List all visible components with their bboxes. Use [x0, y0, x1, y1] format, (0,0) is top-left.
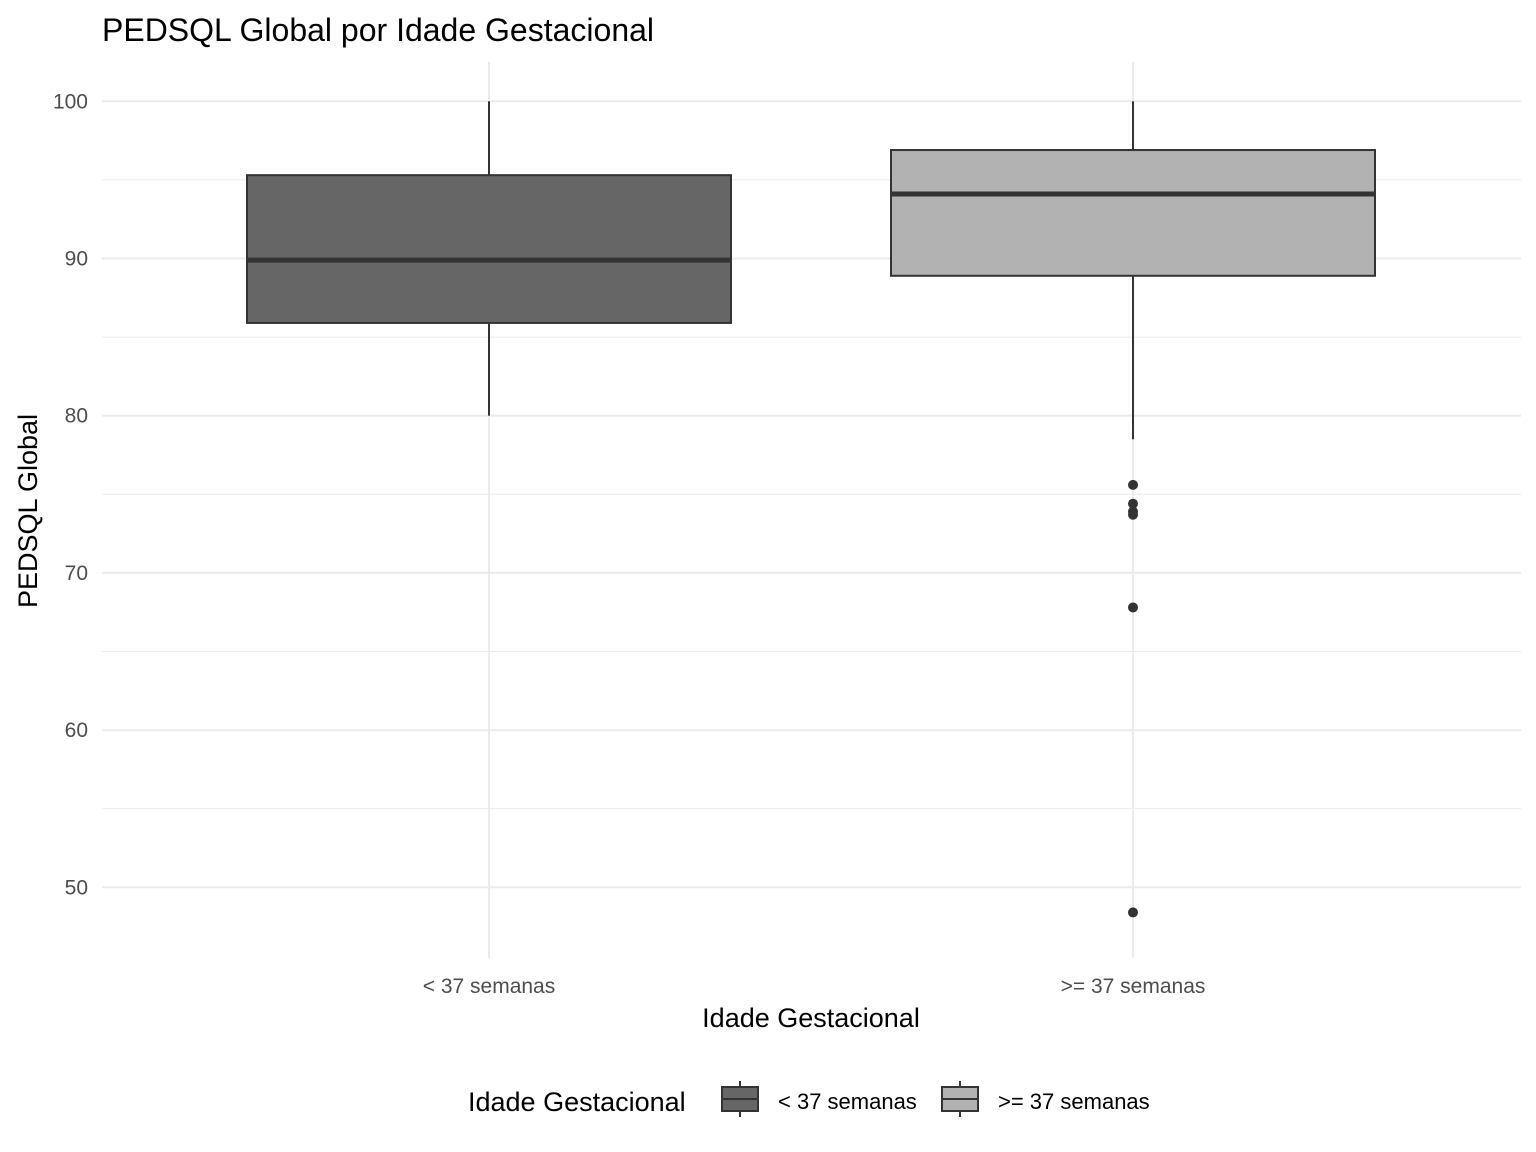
x-axis-title: Idade Gestacional: [702, 1003, 920, 1033]
x-axis-ticks: < 37 semanas >= 37 semanas: [423, 975, 1206, 998]
boxes: [246, 101, 1376, 918]
y-tick-label: 50: [65, 876, 88, 899]
y-tick-label: 60: [65, 719, 88, 742]
y-tick-label: 90: [65, 247, 88, 270]
outlier-point: [1128, 907, 1138, 918]
legend-entry-label: < 37 semanas: [778, 1089, 917, 1114]
legend-title: Idade Gestacional: [468, 1087, 686, 1117]
box-iqr: [246, 174, 732, 324]
y-tick-label: 70: [65, 562, 88, 585]
y-axis-ticks: 50 60 70 80 90 100: [53, 90, 88, 899]
y-tick-label: 80: [65, 405, 88, 428]
legend-entry-label: >= 37 semanas: [998, 1089, 1150, 1114]
box-iqr: [890, 149, 1376, 277]
outlier-point: [1128, 498, 1138, 509]
y-tick-label: 100: [53, 90, 88, 113]
legend-keys: < 37 semanas >= 37 semanas: [721, 1081, 1150, 1117]
legend-key: >= 37 semanas: [941, 1081, 1150, 1117]
chart-title: PEDSQL Global por Idade Gestacional: [102, 12, 654, 48]
legend-key: < 37 semanas: [721, 1081, 917, 1117]
legend: Idade Gestacional < 37 semanas >= 37 sema…: [468, 1081, 1150, 1117]
x-tick-label: < 37 semanas: [423, 975, 556, 998]
box-group: [890, 101, 1376, 918]
y-axis-title: PEDSQL Global: [13, 414, 43, 608]
box-group: [246, 101, 732, 416]
outlier-point: [1128, 479, 1138, 490]
x-tick-label: >= 37 semanas: [1061, 975, 1206, 998]
outlier-point: [1128, 509, 1138, 520]
outlier-point: [1128, 602, 1138, 613]
